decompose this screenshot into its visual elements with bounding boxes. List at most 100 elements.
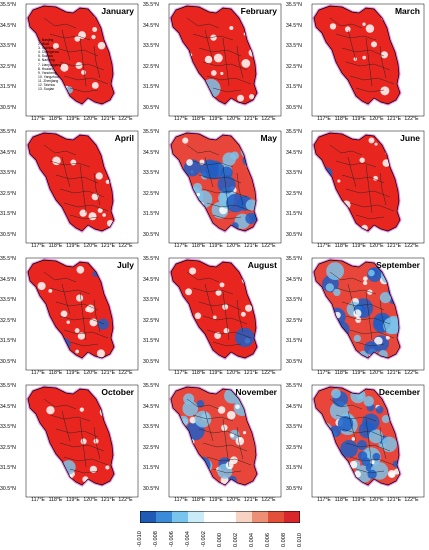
longitude-tick-label: 119°E (66, 497, 80, 503)
latitude-tick-label: 33.5°N (143, 43, 159, 49)
city-legend-item: 10. Yangzhou (38, 74, 59, 79)
latitude-tick-label: 30.5°N (286, 231, 302, 238)
longitude-tick-label: 121°E (243, 497, 259, 503)
colorbar-tick-label: -0.006 (169, 531, 175, 547)
month-title: August (247, 260, 277, 270)
neutral-patch (337, 179, 341, 183)
value-field (28, 6, 114, 104)
neutral-patch (79, 209, 87, 217)
colorbar-tick-label: -0.010 (137, 531, 143, 547)
neutral-patch (230, 433, 235, 438)
prefecture-border (49, 160, 91, 168)
prefecture-border (335, 414, 377, 422)
latitude-tick-label: 35.5°N (0, 383, 16, 389)
prefecture-border (192, 287, 234, 295)
city-legend-item: 3. Xuzhou (38, 46, 54, 51)
colorbar-segment (268, 511, 285, 523)
latitude-tick-label: 30.5°N (143, 485, 159, 492)
prefecture-border (61, 29, 71, 61)
province-outline (27, 132, 115, 232)
prefecture-border (355, 214, 385, 220)
map-canvas (168, 384, 282, 498)
city-legend-item: 7. Lianyungang (38, 62, 62, 67)
longitude-tick-label: 122°E (261, 243, 276, 249)
prefecture-border (335, 287, 377, 295)
prefecture-border (355, 341, 385, 347)
neutral-patch (105, 179, 110, 184)
negative-patch (245, 212, 257, 224)
prefecture-border (93, 172, 101, 206)
neutral-patch (66, 320, 70, 324)
latitude-tick-label: 33.5°N (0, 170, 16, 176)
longitude-tick-label: 118°E (191, 243, 206, 249)
negative-patch (234, 327, 255, 348)
latitude-tick-label: 31.5°N (0, 338, 16, 344)
prefecture-border (204, 156, 214, 188)
negative-patch (367, 469, 377, 480)
month-title: June (400, 133, 420, 143)
neutral-patch (185, 288, 192, 296)
province-outline (313, 259, 401, 359)
city-legend-item: 11. Zhenjiang (38, 78, 59, 83)
prefecture-border (198, 174, 242, 184)
latitude-tick-label: 34.5°N (0, 22, 16, 29)
neutral-patch (52, 43, 59, 50)
month-title: January (101, 6, 134, 16)
prefecture-border (212, 87, 242, 93)
longitude-tick-label: 119°E (66, 370, 80, 376)
neutral-patch (76, 294, 84, 302)
prefecture-border (69, 341, 99, 347)
neutral-patch (52, 156, 61, 166)
prefecture-border (186, 144, 220, 156)
latitude-tick-label: 31.5°N (143, 338, 159, 344)
province-outline (27, 386, 115, 486)
neutral-patch (226, 410, 236, 420)
neutral-patch (385, 335, 390, 340)
longitude-tick-label: 118°E (334, 370, 349, 376)
neutral-patch (91, 193, 99, 201)
latitude-tick-label: 34.5°N (0, 276, 16, 283)
latitude-tick-label: 33.5°N (286, 297, 302, 303)
neutral-patch (344, 26, 351, 33)
city-legend-item: 6. Nantong (38, 58, 55, 63)
latitude-tick-label: 30.5°N (0, 104, 16, 111)
prefecture-border (212, 468, 242, 474)
longitude-tick-label: 121°E (386, 497, 402, 503)
neutral-patch (353, 57, 358, 61)
prefecture-border (379, 172, 387, 206)
neutral-patch (217, 406, 226, 414)
latitude-tick-label: 33.5°N (286, 424, 302, 430)
neutral-patch (79, 407, 85, 412)
latitude-tick-label: 34.5°N (286, 149, 302, 156)
latitude-tick-label: 32.5°N (0, 317, 16, 324)
longitude-tick-label: 121°E (100, 116, 116, 122)
prefecture-border (186, 398, 220, 410)
city-legend: 1. Nanjing 2. Wuxi 3. Xuzhou 4. Changzhou 5.… (38, 38, 61, 91)
prefecture-border (341, 301, 385, 311)
map-canvas (311, 384, 425, 498)
neutral-patch (92, 27, 98, 33)
map-canvas (168, 257, 282, 371)
month-title: November (235, 387, 277, 397)
neutral-patch (240, 311, 246, 317)
longitude-tick-label: 121°E (243, 116, 259, 122)
neutral-patch (70, 159, 77, 166)
latitude-tick-label: 32.5°N (143, 444, 159, 451)
value-field (314, 6, 400, 104)
longitude-tick-label: 122°E (118, 116, 133, 122)
latitude-tick-label: 30.5°N (286, 104, 302, 111)
prefecture-border (236, 299, 244, 333)
latitude-tick-label: 32.5°N (286, 63, 302, 70)
negative-patch (379, 291, 392, 304)
neutral-patch (194, 312, 202, 320)
latitude-tick-label: 35.5°N (286, 129, 302, 135)
longitude-tick-label: 117°E (31, 370, 45, 376)
colorbar-tick-label: 0.008 (281, 533, 287, 547)
longitude-tick-label: 120°E (369, 243, 384, 249)
longitude-tick-label: 118°E (191, 116, 206, 122)
prefecture-border (79, 37, 87, 87)
latitude-tick-label: 35.5°N (286, 2, 302, 8)
colorbar-segment (220, 511, 237, 523)
neutral-patch (78, 31, 86, 40)
province-outline (313, 386, 401, 486)
